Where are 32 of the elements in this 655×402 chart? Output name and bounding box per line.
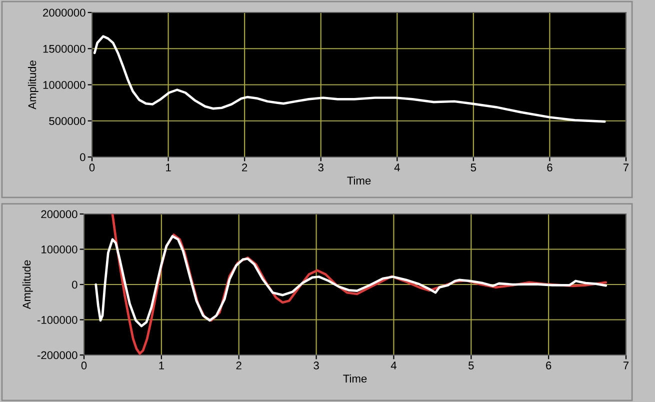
y-tick-label: 200000 bbox=[41, 210, 78, 218]
x-tick-label: 1 bbox=[159, 362, 164, 370]
line-series bbox=[94, 235, 608, 328]
x-tick-label: 1 bbox=[166, 164, 171, 172]
x-tick-label: 5 bbox=[470, 164, 476, 172]
y-tick-label: 2000000 bbox=[43, 8, 86, 17]
x-tick-label: 3 bbox=[314, 362, 319, 370]
y-tick-label: 0 bbox=[72, 280, 78, 289]
y-tick-label: -200000 bbox=[37, 351, 78, 360]
x-axis-title: Time bbox=[343, 374, 367, 383]
y-tick-label: 0 bbox=[80, 153, 86, 162]
y-tick-label: 1500000 bbox=[43, 44, 86, 53]
x-axis-title: Time bbox=[347, 176, 371, 185]
x-tick-label: 6 bbox=[547, 164, 552, 172]
line-series bbox=[111, 214, 608, 355]
x-tick-label: 4 bbox=[394, 164, 400, 172]
y-axis-title: Amplitude bbox=[22, 260, 33, 310]
y-tick-label: 100000 bbox=[42, 246, 78, 254]
x-tick-label: 6 bbox=[546, 362, 552, 370]
y-axis-title: Amplitude bbox=[28, 60, 38, 110]
x-tick-label: 7 bbox=[623, 164, 629, 172]
y-tick-label: -100000 bbox=[37, 316, 78, 324]
x-tick-label: 0 bbox=[89, 164, 95, 172]
y-tick-label: 1000000 bbox=[43, 81, 86, 89]
line-series bbox=[93, 35, 606, 123]
x-tick-label: 2 bbox=[236, 362, 242, 370]
x-tick-label: 3 bbox=[318, 164, 324, 172]
x-tick-label: 4 bbox=[390, 362, 396, 370]
x-tick-label: 2 bbox=[242, 164, 248, 172]
x-tick-label: 5 bbox=[468, 362, 474, 370]
x-tick-label: 7 bbox=[623, 362, 629, 370]
y-tick-label: 500000 bbox=[49, 117, 86, 126]
